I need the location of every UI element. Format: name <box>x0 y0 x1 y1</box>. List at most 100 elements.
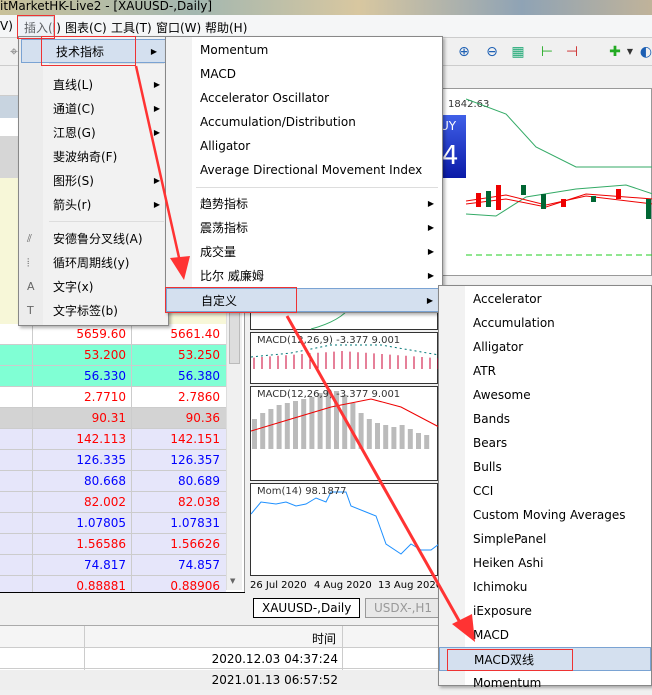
tab-usdx-h1[interactable]: USDX-,H1 <box>365 598 442 618</box>
quote-row[interactable]: 142.113 142.151 <box>0 429 226 450</box>
quote-row[interactable]: 126.335 126.357 <box>0 450 226 471</box>
table-row[interactable]: 2020.12.03 04:37:24 <box>0 649 440 669</box>
quote-row[interactable]: 53.200 53.250 <box>0 345 226 366</box>
bid-price: 126.335 <box>76 453 126 467</box>
custom-indicator-item[interactable]: Accelerator <box>473 292 542 306</box>
quote-row[interactable]: 1.07805 1.07831 <box>0 513 226 534</box>
macd-histogram-bar <box>366 419 372 449</box>
crosshair-icon[interactable]: ⌖ <box>10 44 18 60</box>
submenu-arrow-icon: ▶ <box>153 80 160 89</box>
quote-row[interactable]: 1.56586 1.56626 <box>0 534 226 555</box>
time-column-header[interactable]: 时间 <box>312 632 337 646</box>
dropdown-arrow-icon[interactable]: ▼ <box>626 47 634 56</box>
indicator-menu-item[interactable]: 成交量 ▶ <box>166 240 442 264</box>
indicator-menu-item[interactable]: Momentum <box>200 43 269 57</box>
bid-price: 1.56586 <box>76 537 126 551</box>
indicator-menu-item[interactable]: 自定义 ▶ <box>166 288 442 312</box>
custom-indicator-item[interactable]: Bulls <box>473 460 502 474</box>
insert-menu-item[interactable]: 斐波纳奇(F) <box>53 150 118 164</box>
menu-tools[interactable]: 工具(T) <box>111 21 152 35</box>
custom-indicator-item[interactable]: iExposure <box>473 604 532 618</box>
menu-help[interactable]: 帮助(H) <box>205 21 248 35</box>
macd-histogram-bar <box>284 403 290 449</box>
macd-histogram-bar <box>268 409 274 449</box>
quote-row[interactable]: 5659.60 5661.40 <box>0 324 226 345</box>
ask-price: 1.07831 <box>170 516 220 530</box>
insert-menu-item[interactable]: 直线(L) ▶ <box>19 73 168 97</box>
menu-view[interactable]: V) <box>0 19 13 33</box>
indicator-menu-item[interactable]: Alligator <box>200 139 251 153</box>
custom-indicator-item[interactable]: Bears <box>473 436 508 450</box>
macd-pane-1[interactable]: MACD(12,26,9) -3.377 9.001 <box>250 332 439 384</box>
tile-windows-icon[interactable]: ▦ <box>511 44 525 60</box>
zoom-in-icon[interactable]: ⊕ <box>458 44 470 60</box>
indicator-menu-item[interactable]: Accumulation/Distribution <box>200 115 356 129</box>
insert-menu-item[interactable]: 技术指标 ▶ <box>21 39 166 63</box>
quote-row[interactable]: 0.88881 0.88906 <box>0 576 226 592</box>
macd1-label: MACD(12,26,9) -3.377 9.001 <box>257 335 401 346</box>
custom-indicator-item[interactable]: Bands <box>473 412 511 426</box>
custom-indicator-item[interactable]: Awesome <box>473 388 531 402</box>
macd-histogram-bar <box>375 423 380 449</box>
indicator-menu-item[interactable]: 趋势指标 ▶ <box>166 192 442 216</box>
custom-indicator-item[interactable]: Momentum <box>473 676 542 690</box>
insert-menu-item[interactable]: 图形(S) ▶ <box>19 169 168 193</box>
ask-price: 90.36 <box>185 411 220 425</box>
insert-menu-item[interactable]: 箭头(r) ▶ <box>19 193 168 217</box>
chart-shift-icon[interactable]: ⊢ <box>540 44 554 60</box>
indicator-menu-item[interactable]: 震荡指标 ▶ <box>166 216 442 240</box>
autoscroll-icon[interactable]: ⊣ <box>565 44 579 60</box>
price-label: 1842.63 <box>448 99 490 110</box>
indicators-menu: Momentum MACD Accelerator Oscillator Accumu… <box>165 36 443 313</box>
macd-histogram-bar <box>276 405 282 449</box>
quote-row[interactable]: 56.330 56.380 <box>0 366 226 387</box>
zoom-out-icon[interactable]: ⊖ <box>486 44 498 60</box>
table-row[interactable]: 2021.01.13 06:57:52 <box>0 670 440 690</box>
quote-row[interactable]: 74.817 74.857 <box>0 555 226 576</box>
custom-indicator-item[interactable]: Custom Moving Averages <box>473 508 626 522</box>
quote-row[interactable]: 82.002 82.038 <box>0 492 226 513</box>
cycle-lines-icon: ⦙ <box>27 256 30 269</box>
macd-histogram-bar <box>416 433 421 449</box>
macd-histogram-bar <box>350 403 356 449</box>
custom-indicator-item[interactable]: Accumulation <box>473 316 555 330</box>
insert-menu-item[interactable]: 江恩(G) ▶ <box>19 121 168 145</box>
macd-histogram-bar <box>317 393 323 449</box>
new-order-icon[interactable]: ✚ <box>609 44 621 60</box>
price-candles <box>466 98 652 256</box>
globe-icon[interactable]: ◐ <box>639 44 652 60</box>
market-watch-scrollbar[interactable]: ▼ <box>226 290 242 590</box>
indicator-menu-item[interactable]: 比尔 威廉姆 ▶ <box>166 264 442 288</box>
ask-price: 126.357 <box>170 453 220 467</box>
tab-xauusd-daily[interactable]: XAUUSD-,Daily <box>253 598 361 618</box>
menu-window[interactable]: 窗口(W) <box>156 21 202 35</box>
custom-indicator-item[interactable]: Heiken Ashi <box>473 556 544 570</box>
quote-row[interactable]: 90.31 90.36 <box>0 408 226 429</box>
momentum-pane[interactable]: Mom(14) 98.1877 <box>250 483 439 576</box>
insert-menu-item[interactable]: ⦙ 循环周期线(y) <box>19 251 168 275</box>
indicator-menu-item[interactable]: Average Directional Movement Index <box>200 163 423 177</box>
custom-indicator-item[interactable]: ATR <box>473 364 496 378</box>
quote-row[interactable]: 80.668 80.689 <box>0 471 226 492</box>
insert-menu-item[interactable]: ⫽ 安德鲁分叉线(A) <box>19 227 168 251</box>
insert-menu-item[interactable]: T 文字标签(b) <box>19 299 168 323</box>
bid-price: 90.31 <box>91 411 126 425</box>
submenu-arrow-icon: ▶ <box>153 176 160 185</box>
custom-indicator-item[interactable]: MACD双线 <box>439 647 651 671</box>
menu-chart[interactable]: 图表(C) <box>65 21 107 35</box>
macd-pane-2[interactable]: MACD(12,26,9) -3.377 9.001 <box>250 386 439 481</box>
quote-row[interactable]: 2.7710 2.7860 <box>0 387 226 408</box>
andrews-pitchfork-icon: ⫽ <box>27 232 32 245</box>
custom-indicator-item[interactable]: MACD <box>473 628 509 642</box>
insert-menu-item[interactable]: 通道(C) ▶ <box>19 97 168 121</box>
custom-indicator-item[interactable]: Alligator <box>473 340 524 354</box>
menu-insert[interactable]: 插入(I) <box>24 21 61 35</box>
indicator-menu-item[interactable]: MACD <box>200 67 236 81</box>
custom-indicator-item[interactable]: SimplePanel <box>473 532 547 546</box>
bid-price: 5659.60 <box>76 327 126 341</box>
indicator-menu-item[interactable]: Accelerator Oscillator <box>200 91 330 105</box>
insert-menu-item[interactable]: A 文字(x) <box>19 275 168 299</box>
text-icon: A <box>27 280 35 293</box>
custom-indicator-item[interactable]: CCI <box>473 484 494 498</box>
custom-indicator-item[interactable]: Ichimoku <box>473 580 528 594</box>
